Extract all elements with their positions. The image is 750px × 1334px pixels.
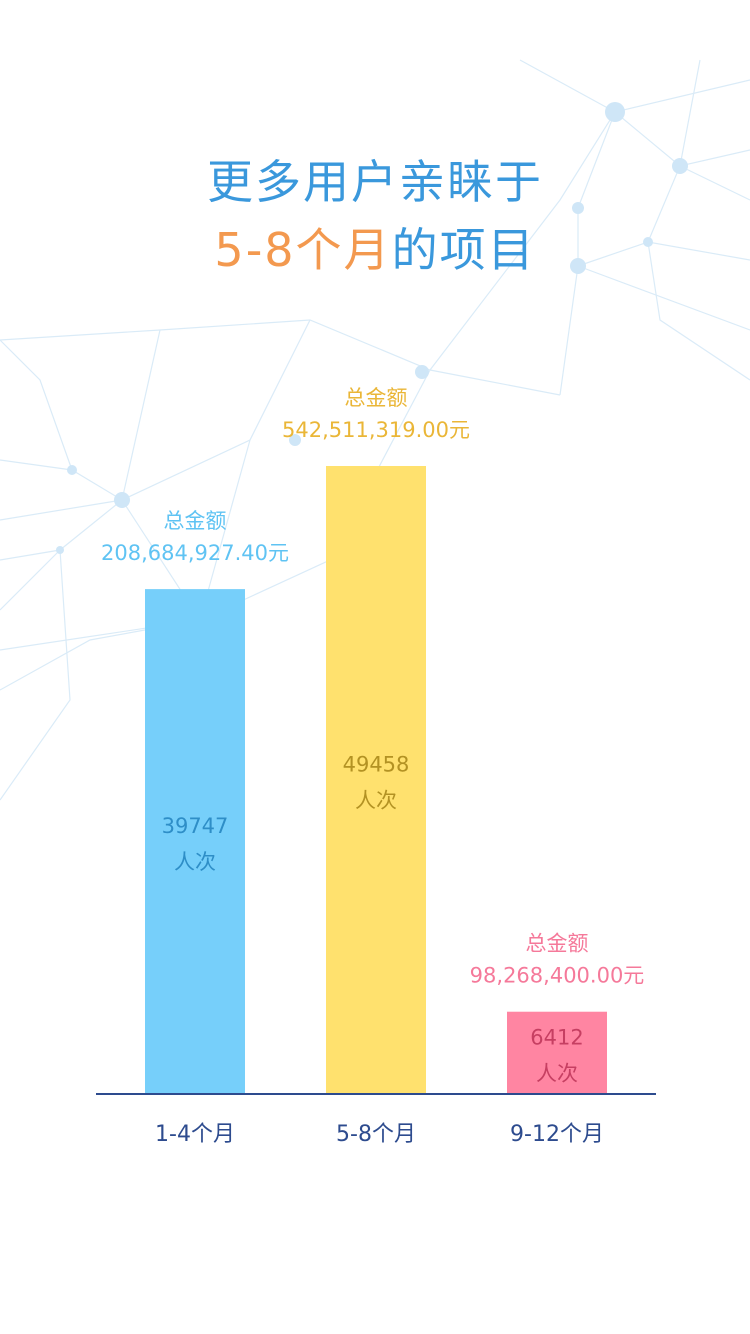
total-label-1: 总金额: [164, 509, 227, 533]
bar-1: [145, 589, 245, 1093]
page-title: 更多用户亲睐于: [0, 146, 750, 212]
bar-2: [326, 466, 426, 1093]
bar-value-2: 49458: [343, 753, 410, 777]
bar-unit-2: 人次: [355, 789, 397, 813]
total-value-2: 542,511,319.00元: [282, 418, 470, 442]
category-label-1: 1-4个月: [155, 1122, 235, 1147]
total-value-3: 98,268,400.00元: [470, 964, 645, 988]
title-line-1: 更多用户亲睐于: [207, 155, 543, 209]
title-highlight: 5-8个月: [214, 223, 392, 277]
total-label-2: 总金额: [345, 386, 408, 410]
total-label-3: 总金额: [526, 932, 589, 956]
category-label-2: 5-8个月: [336, 1122, 416, 1147]
bar-value-3: 6412: [530, 1025, 583, 1049]
title-line-2-rest: 的项目: [391, 223, 536, 277]
bar-unit-3: 人次: [536, 1061, 578, 1085]
page-subtitle: 5-8个月的项目: [0, 214, 750, 280]
total-value-1: 208,684,927.40元: [101, 541, 289, 565]
bar-unit-1: 人次: [174, 850, 216, 874]
category-label-3: 9-12个月: [510, 1122, 604, 1147]
bar-value-1: 39747: [162, 814, 229, 838]
bar-3: [507, 1011, 607, 1093]
